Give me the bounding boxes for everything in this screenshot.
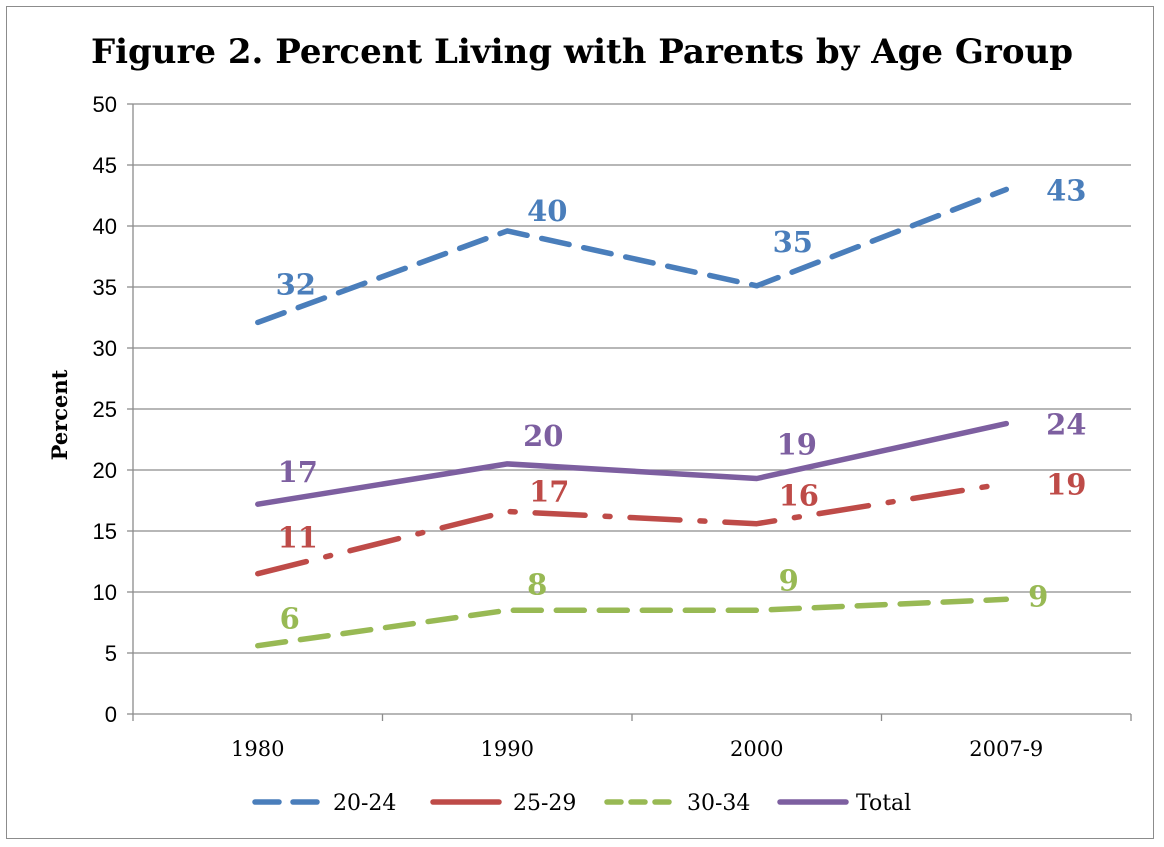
- y-tick-label: 40: [93, 214, 117, 239]
- x-tick-label: 1990: [481, 737, 534, 761]
- data-label: 9: [1028, 579, 1048, 613]
- data-label: 40: [527, 194, 567, 228]
- y-tick-label: 5: [105, 641, 117, 666]
- legend-label: Total: [856, 791, 911, 816]
- x-tick-label: 1980: [231, 737, 284, 761]
- data-label: 32: [276, 267, 316, 301]
- y-tick-label: 0: [105, 702, 117, 727]
- data-label: 17: [529, 474, 569, 508]
- y-tick-label: 50: [93, 92, 117, 117]
- series-line-total: [255, 420, 1010, 507]
- data-label: 35: [773, 225, 813, 259]
- data-label: 9: [779, 563, 799, 597]
- y-tick-label: 30: [93, 336, 117, 361]
- series-line-20-24: [255, 186, 1010, 326]
- legend-label: 30-34: [687, 791, 750, 816]
- legend: 20-24 25-29 30-34 Total: [252, 791, 911, 816]
- y-tick-label: 15: [93, 519, 117, 544]
- data-label: 43: [1046, 173, 1086, 207]
- data-label: 24: [1046, 408, 1086, 442]
- y-tick-label: 25: [93, 397, 117, 422]
- data-label: 16: [779, 479, 819, 513]
- y-axis-label: Percent: [47, 369, 72, 460]
- x-tick-label: 2007-9: [969, 737, 1043, 761]
- data-label: 19: [1046, 467, 1086, 501]
- data-label: 19: [777, 428, 817, 462]
- data-label: 8: [527, 567, 547, 601]
- series-line-30-34: [255, 596, 1010, 649]
- y-tick-label: 20: [93, 458, 117, 483]
- line-chart: Figure 2. Percent Living with Parents by…: [47, 32, 1132, 816]
- data-label: 6: [280, 602, 300, 636]
- y-tick-label: 35: [93, 275, 117, 300]
- data-label: 11: [278, 521, 318, 555]
- y-tick-label: 10: [93, 580, 117, 605]
- data-label: 17: [278, 455, 318, 489]
- series-lines: [255, 186, 1010, 649]
- series-line-25-29: [255, 480, 1010, 577]
- legend-label: 20-24: [333, 791, 396, 816]
- chart-frame: Figure 2. Percent Living with Parents by…: [6, 6, 1154, 839]
- axes: 0 5 10 15 20 25 30 35 40 45 50 1980 1990 2000 2007-9: [93, 92, 1132, 761]
- chart-title: Figure 2. Percent Living with Parents by…: [91, 32, 1073, 72]
- y-tick-label: 45: [93, 153, 117, 178]
- x-tick-label: 2000: [730, 737, 783, 761]
- data-label: 20: [523, 419, 563, 453]
- data-labels: 32 40 35 43 11 17 16 19 6 8 9 9 17 20 19 24: [276, 173, 1087, 635]
- legend-label: 25-29: [513, 791, 576, 816]
- gridlines: [133, 103, 1131, 654]
